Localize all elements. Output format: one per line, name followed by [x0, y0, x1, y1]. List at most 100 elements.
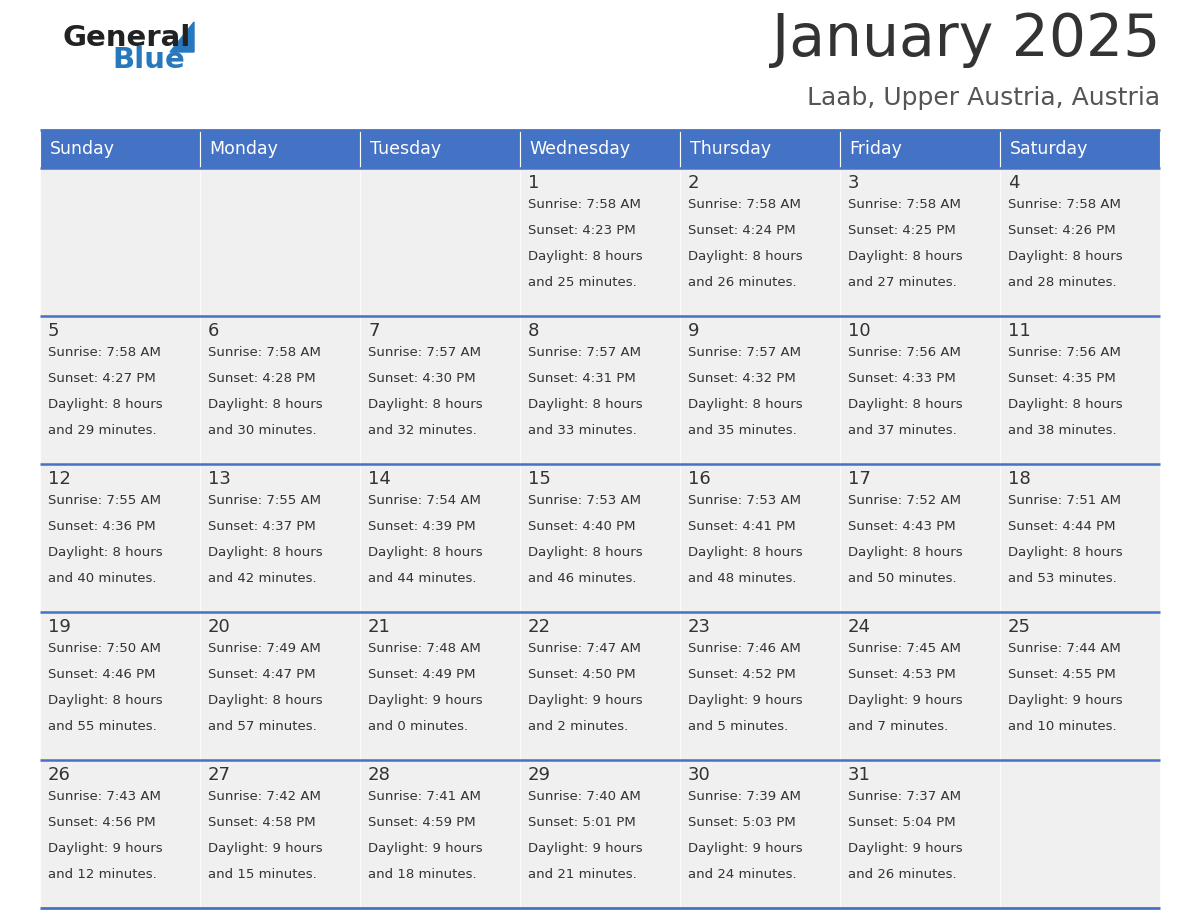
Bar	[40, 168, 200, 316]
Text: and 46 minutes.: and 46 minutes.	[527, 572, 637, 585]
Text: and 12 minutes.: and 12 minutes.	[48, 868, 157, 880]
Text: Daylight: 8 hours: Daylight: 8 hours	[688, 546, 803, 559]
Text: and 21 minutes.: and 21 minutes.	[527, 868, 637, 880]
Text: Daylight: 8 hours: Daylight: 8 hours	[48, 694, 163, 707]
Text: 21: 21	[368, 618, 391, 636]
Bar	[200, 760, 360, 908]
Bar	[840, 130, 1000, 168]
Text: Sunset: 4:27 PM: Sunset: 4:27 PM	[48, 372, 156, 385]
Text: Sunrise: 7:39 AM: Sunrise: 7:39 AM	[688, 790, 801, 803]
Text: Laab, Upper Austria, Austria: Laab, Upper Austria, Austria	[807, 86, 1159, 110]
Text: Sunrise: 7:43 AM: Sunrise: 7:43 AM	[48, 790, 160, 803]
Text: and 25 minutes.: and 25 minutes.	[527, 275, 637, 288]
Text: and 15 minutes.: and 15 minutes.	[208, 868, 317, 880]
Bar	[840, 168, 1000, 316]
Bar	[1000, 760, 1159, 908]
Bar	[1000, 464, 1159, 612]
Text: Daylight: 8 hours: Daylight: 8 hours	[1007, 250, 1123, 263]
Text: 7: 7	[368, 322, 379, 340]
Text: Daylight: 8 hours: Daylight: 8 hours	[688, 250, 803, 263]
Text: 17: 17	[848, 470, 871, 488]
Text: Sunset: 4:40 PM: Sunset: 4:40 PM	[527, 520, 636, 533]
Bar	[200, 612, 360, 760]
Bar	[360, 316, 520, 464]
Text: Daylight: 8 hours: Daylight: 8 hours	[208, 694, 323, 707]
Text: Sunrise: 7:55 AM: Sunrise: 7:55 AM	[208, 494, 321, 507]
Text: 27: 27	[208, 766, 230, 784]
Text: Sunset: 4:23 PM: Sunset: 4:23 PM	[527, 224, 636, 237]
Text: Sunrise: 7:57 AM: Sunrise: 7:57 AM	[527, 346, 642, 359]
Bar	[520, 316, 680, 464]
Text: Sunrise: 7:54 AM: Sunrise: 7:54 AM	[368, 494, 481, 507]
Bar	[40, 130, 200, 168]
Text: Sunrise: 7:51 AM: Sunrise: 7:51 AM	[1007, 494, 1121, 507]
Bar	[200, 316, 360, 464]
Text: 23: 23	[688, 618, 710, 636]
Text: 31: 31	[848, 766, 871, 784]
Text: Sunrise: 7:55 AM: Sunrise: 7:55 AM	[48, 494, 162, 507]
Text: Sunrise: 7:44 AM: Sunrise: 7:44 AM	[1007, 642, 1120, 655]
Text: Sunrise: 7:57 AM: Sunrise: 7:57 AM	[368, 346, 481, 359]
Text: 24: 24	[848, 618, 871, 636]
Text: Sunset: 5:01 PM: Sunset: 5:01 PM	[527, 816, 636, 829]
Text: Daylight: 8 hours: Daylight: 8 hours	[527, 546, 643, 559]
Text: 15: 15	[527, 470, 551, 488]
Text: Sunset: 4:32 PM: Sunset: 4:32 PM	[688, 372, 796, 385]
Text: and 10 minutes.: and 10 minutes.	[1007, 720, 1117, 733]
Bar	[1000, 316, 1159, 464]
Text: and 32 minutes.: and 32 minutes.	[368, 424, 476, 437]
Text: and 44 minutes.: and 44 minutes.	[368, 572, 476, 585]
Bar	[840, 464, 1000, 612]
Text: Sunset: 4:39 PM: Sunset: 4:39 PM	[368, 520, 475, 533]
Text: Sunrise: 7:58 AM: Sunrise: 7:58 AM	[527, 198, 640, 211]
Text: Daylight: 8 hours: Daylight: 8 hours	[368, 397, 482, 410]
Text: and 55 minutes.: and 55 minutes.	[48, 720, 157, 733]
Bar	[520, 464, 680, 612]
Text: Sunset: 4:47 PM: Sunset: 4:47 PM	[208, 668, 316, 681]
Text: Sunset: 4:26 PM: Sunset: 4:26 PM	[1007, 224, 1116, 237]
Text: Daylight: 9 hours: Daylight: 9 hours	[48, 842, 163, 855]
Bar	[1000, 612, 1159, 760]
Text: Daylight: 9 hours: Daylight: 9 hours	[208, 842, 323, 855]
Text: Daylight: 8 hours: Daylight: 8 hours	[1007, 397, 1123, 410]
Text: Daylight: 9 hours: Daylight: 9 hours	[527, 842, 643, 855]
Text: 2: 2	[688, 174, 700, 192]
Text: 12: 12	[48, 470, 71, 488]
Text: Daylight: 8 hours: Daylight: 8 hours	[1007, 546, 1123, 559]
Text: Sunset: 4:50 PM: Sunset: 4:50 PM	[527, 668, 636, 681]
Text: Sunset: 4:43 PM: Sunset: 4:43 PM	[848, 520, 955, 533]
Bar	[680, 130, 840, 168]
Text: 19: 19	[48, 618, 71, 636]
Text: Sunrise: 7:57 AM: Sunrise: 7:57 AM	[688, 346, 801, 359]
Bar	[680, 316, 840, 464]
Bar	[360, 760, 520, 908]
Text: Sunrise: 7:40 AM: Sunrise: 7:40 AM	[527, 790, 640, 803]
Text: 29: 29	[527, 766, 551, 784]
Text: Sunrise: 7:58 AM: Sunrise: 7:58 AM	[1007, 198, 1120, 211]
Text: Daylight: 8 hours: Daylight: 8 hours	[848, 397, 962, 410]
Text: Daylight: 8 hours: Daylight: 8 hours	[688, 397, 803, 410]
Bar	[40, 612, 200, 760]
Bar	[840, 760, 1000, 908]
Bar	[40, 316, 200, 464]
Bar	[360, 464, 520, 612]
Text: Sunrise: 7:50 AM: Sunrise: 7:50 AM	[48, 642, 160, 655]
Bar	[1000, 130, 1159, 168]
Bar	[200, 168, 360, 316]
Bar	[680, 612, 840, 760]
Text: 18: 18	[1007, 470, 1031, 488]
Text: Sunrise: 7:53 AM: Sunrise: 7:53 AM	[527, 494, 642, 507]
Bar	[40, 464, 200, 612]
Text: Sunrise: 7:58 AM: Sunrise: 7:58 AM	[688, 198, 801, 211]
Text: Sunset: 4:33 PM: Sunset: 4:33 PM	[848, 372, 956, 385]
Bar	[680, 760, 840, 908]
Bar	[520, 168, 680, 316]
Text: Sunset: 4:36 PM: Sunset: 4:36 PM	[48, 520, 156, 533]
Text: 30: 30	[688, 766, 710, 784]
Bar	[520, 612, 680, 760]
Text: Sunset: 4:52 PM: Sunset: 4:52 PM	[688, 668, 796, 681]
Text: and 28 minutes.: and 28 minutes.	[1007, 275, 1117, 288]
Text: 16: 16	[688, 470, 710, 488]
Text: Sunrise: 7:56 AM: Sunrise: 7:56 AM	[848, 346, 961, 359]
Text: Sunset: 4:46 PM: Sunset: 4:46 PM	[48, 668, 156, 681]
